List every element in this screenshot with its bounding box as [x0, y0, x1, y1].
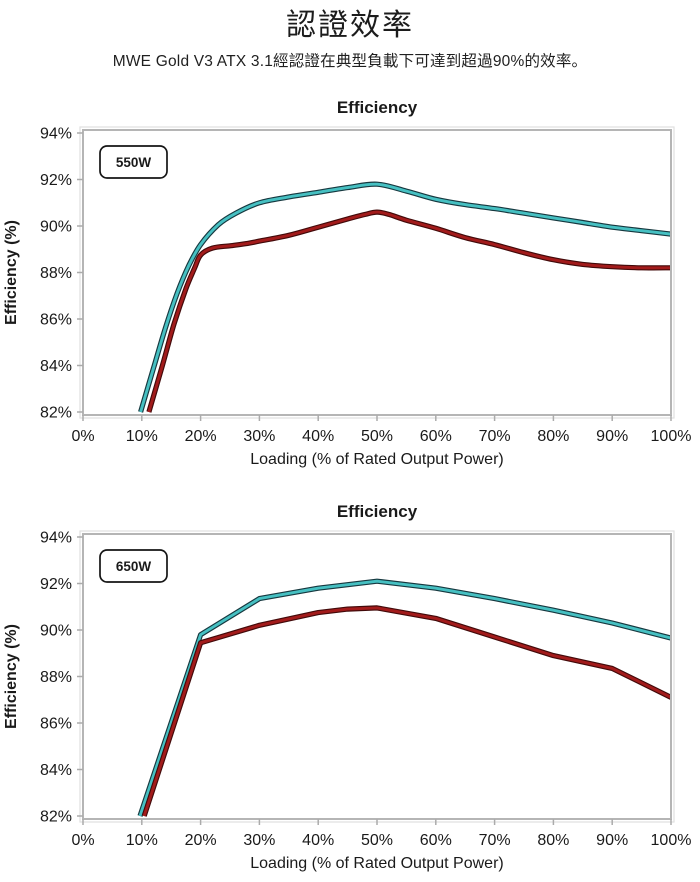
x-tick-label: 20%: [185, 428, 217, 445]
x-tick-label: 0%: [71, 832, 94, 849]
efficiency-chart-650w: 94% 92% 90% 88% 86% 84% 82% 0% 10% 20% 30% 40% 50% 60…: [3, 502, 692, 872]
x-tick-label: 10%: [126, 428, 158, 445]
y-tick-label: 90%: [40, 219, 72, 236]
efficiency-curve-teal: [138, 579, 670, 817]
page-title: 認證效率: [286, 9, 414, 42]
efficiency-curve-teal: [139, 182, 670, 413]
page-subtitle: MWE Gold V3 ATX 3.1經認證在典型負載下可達到超過90%的效率。: [112, 53, 588, 70]
y-tick-label: 82%: [40, 809, 72, 826]
x-tick-label: 10%: [126, 832, 158, 849]
x-tick-label: 40%: [302, 428, 334, 445]
x-tick-label: 80%: [537, 832, 569, 849]
y-tick-label: 94%: [40, 126, 72, 143]
x-tick-label: 90%: [596, 832, 628, 849]
chart-title: Efficiency: [337, 98, 418, 117]
efficiency-chart-550w: 94% 92% 90% 88% 86% 84% 82% 0% 10% 20% 30% 40% 50% 60…: [3, 98, 692, 468]
x-tick-label: 20%: [185, 832, 217, 849]
x-tick-label: 30%: [243, 428, 275, 445]
x-tick-label: 50%: [361, 832, 393, 849]
y-tick-label: 92%: [40, 172, 72, 189]
plot-area: [82, 533, 672, 820]
y-tick-label: 84%: [40, 762, 72, 779]
x-axis-title: Loading (% of Rated Output Power): [250, 451, 503, 468]
efficiency-curve-red: [147, 210, 670, 413]
x-tick-label: 100%: [651, 832, 692, 849]
y-tick-label: 88%: [40, 265, 72, 282]
x-tick-label: 70%: [479, 832, 511, 849]
x-tick-label: 70%: [479, 428, 511, 445]
y-tick-label: 88%: [40, 669, 72, 686]
series-group: [137, 578, 670, 817]
y-axis-title: Efficiency (%): [3, 220, 20, 325]
chart-title: Efficiency: [337, 502, 418, 521]
x-tick-label: 0%: [71, 428, 94, 445]
wattage-badge-label: 550W: [116, 155, 152, 170]
wattage-badge: [99, 549, 168, 583]
y-tick-label: 86%: [40, 312, 72, 329]
x-tick-label: 30%: [243, 832, 275, 849]
x-axis-title: Loading (% of Rated Output Power): [250, 855, 503, 872]
x-tick-label: 60%: [420, 428, 452, 445]
wattage-badge: [99, 145, 168, 179]
plot-area: [82, 129, 672, 416]
x-tick-label: 90%: [596, 428, 628, 445]
x-tick-label: 100%: [651, 428, 692, 445]
y-tick-label: 94%: [40, 530, 72, 547]
wattage-badge-label: 650W: [116, 559, 152, 574]
series-group: [138, 181, 670, 413]
efficiency-curve-red: [142, 606, 670, 817]
y-tick-label: 82%: [40, 405, 72, 422]
y-axis-title: Efficiency (%): [3, 624, 20, 729]
x-tick-label: 40%: [302, 832, 334, 849]
x-tick-label: 80%: [537, 428, 569, 445]
x-tick-label: 60%: [420, 832, 452, 849]
y-tick-label: 86%: [40, 716, 72, 733]
x-tick-label: 50%: [361, 428, 393, 445]
y-tick-label: 84%: [40, 358, 72, 375]
y-tick-label: 90%: [40, 623, 72, 640]
y-tick-label: 92%: [40, 576, 72, 593]
